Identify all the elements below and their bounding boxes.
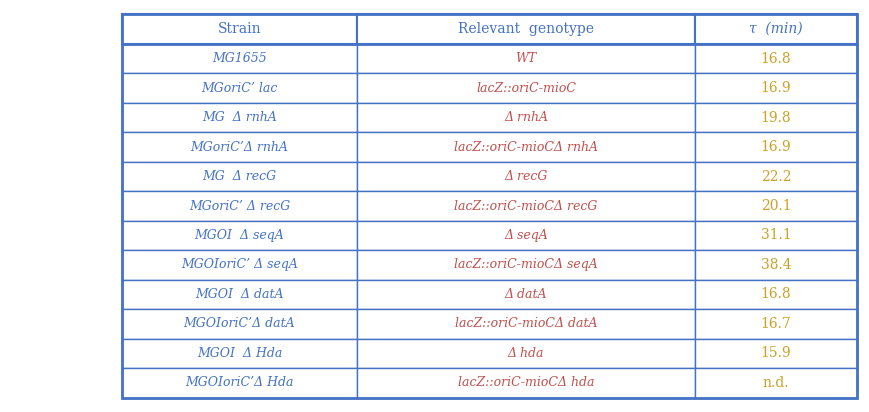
Bar xyxy=(122,191,356,221)
Text: τ  (min): τ (min) xyxy=(748,22,802,36)
Bar xyxy=(356,221,694,250)
Text: Δ seqA: Δ seqA xyxy=(504,229,547,242)
Text: Relevant  genotype: Relevant genotype xyxy=(458,22,594,36)
Text: 19.8: 19.8 xyxy=(760,110,791,124)
Text: 20.1: 20.1 xyxy=(760,199,791,213)
Bar xyxy=(122,250,356,280)
Bar xyxy=(694,103,856,132)
Bar xyxy=(694,162,856,191)
Bar xyxy=(694,44,856,73)
Bar xyxy=(694,191,856,221)
Text: lacZ::oriC-mioCΔ datA: lacZ::oriC-mioCΔ datA xyxy=(454,317,597,330)
Text: MG  Δ recG: MG Δ recG xyxy=(202,170,276,183)
Text: 16.7: 16.7 xyxy=(760,317,791,331)
Text: MGoriC’ lac: MGoriC’ lac xyxy=(201,82,277,95)
Bar xyxy=(694,309,856,339)
Bar xyxy=(122,103,356,132)
Text: lacZ::oriC-mioCΔ rnhA: lacZ::oriC-mioCΔ rnhA xyxy=(454,140,598,154)
Bar xyxy=(122,132,356,162)
Bar xyxy=(356,368,694,398)
Text: MGOI  Δ seqA: MGOI Δ seqA xyxy=(195,229,284,242)
Text: lacZ::oriC-mioC: lacZ::oriC-mioC xyxy=(475,82,575,95)
Text: 16.8: 16.8 xyxy=(760,288,791,302)
Bar xyxy=(356,132,694,162)
Text: MGOI  Δ datA: MGOI Δ datA xyxy=(195,288,283,301)
Text: MGOI  Δ Hda: MGOI Δ Hda xyxy=(196,347,282,360)
Bar xyxy=(694,73,856,103)
Bar xyxy=(122,368,356,398)
Text: 22.2: 22.2 xyxy=(760,169,791,183)
Text: Δ datA: Δ datA xyxy=(504,288,547,301)
Bar xyxy=(356,44,694,73)
Text: 15.9: 15.9 xyxy=(760,346,791,360)
Bar xyxy=(122,339,356,368)
Bar xyxy=(356,280,694,309)
Text: 16.9: 16.9 xyxy=(760,140,791,154)
Bar xyxy=(122,280,356,309)
Text: MGoriC’Δ rnhA: MGoriC’Δ rnhA xyxy=(190,140,288,154)
Text: Δ recG: Δ recG xyxy=(504,170,547,183)
Bar xyxy=(122,309,356,339)
Bar xyxy=(694,368,856,398)
Bar xyxy=(356,250,694,280)
Text: Strain: Strain xyxy=(217,22,261,36)
Bar xyxy=(122,162,356,191)
Text: WT: WT xyxy=(515,52,536,65)
Text: MGOIoriC’ Δ seqA: MGOIoriC’ Δ seqA xyxy=(181,258,297,272)
Text: 31.1: 31.1 xyxy=(760,229,791,243)
Text: MGOIoriC’Δ Hda: MGOIoriC’Δ Hda xyxy=(185,376,294,389)
Bar xyxy=(122,14,856,398)
Text: MG1655: MG1655 xyxy=(212,52,267,65)
Text: MGOIoriC’Δ datA: MGOIoriC’Δ datA xyxy=(183,317,295,330)
Bar xyxy=(356,339,694,368)
Text: lacZ::oriC-mioCΔ hda: lacZ::oriC-mioCΔ hda xyxy=(457,376,594,389)
Bar xyxy=(694,250,856,280)
Bar xyxy=(356,73,694,103)
Text: lacZ::oriC-mioCΔ recG: lacZ::oriC-mioCΔ recG xyxy=(454,199,597,213)
Bar xyxy=(356,191,694,221)
Text: 16.8: 16.8 xyxy=(760,52,791,66)
Text: lacZ::oriC-mioCΔ seqA: lacZ::oriC-mioCΔ seqA xyxy=(454,258,597,272)
Text: Δ hda: Δ hda xyxy=(507,347,544,360)
Bar xyxy=(356,103,694,132)
Text: MG  Δ rnhA: MG Δ rnhA xyxy=(202,111,276,124)
Bar xyxy=(694,132,856,162)
Text: 16.9: 16.9 xyxy=(760,81,791,95)
Bar xyxy=(122,73,356,103)
Bar xyxy=(694,14,856,44)
Text: n.d.: n.d. xyxy=(762,376,788,390)
Text: MGoriC’ Δ recG: MGoriC’ Δ recG xyxy=(189,199,289,213)
Bar xyxy=(694,221,856,250)
Bar xyxy=(122,221,356,250)
Bar xyxy=(356,14,694,44)
Bar xyxy=(122,44,356,73)
Bar xyxy=(356,162,694,191)
Bar xyxy=(694,280,856,309)
Bar xyxy=(122,14,356,44)
Text: Δ rnhA: Δ rnhA xyxy=(503,111,547,124)
Bar xyxy=(694,339,856,368)
Text: 38.4: 38.4 xyxy=(760,258,791,272)
Bar xyxy=(356,309,694,339)
